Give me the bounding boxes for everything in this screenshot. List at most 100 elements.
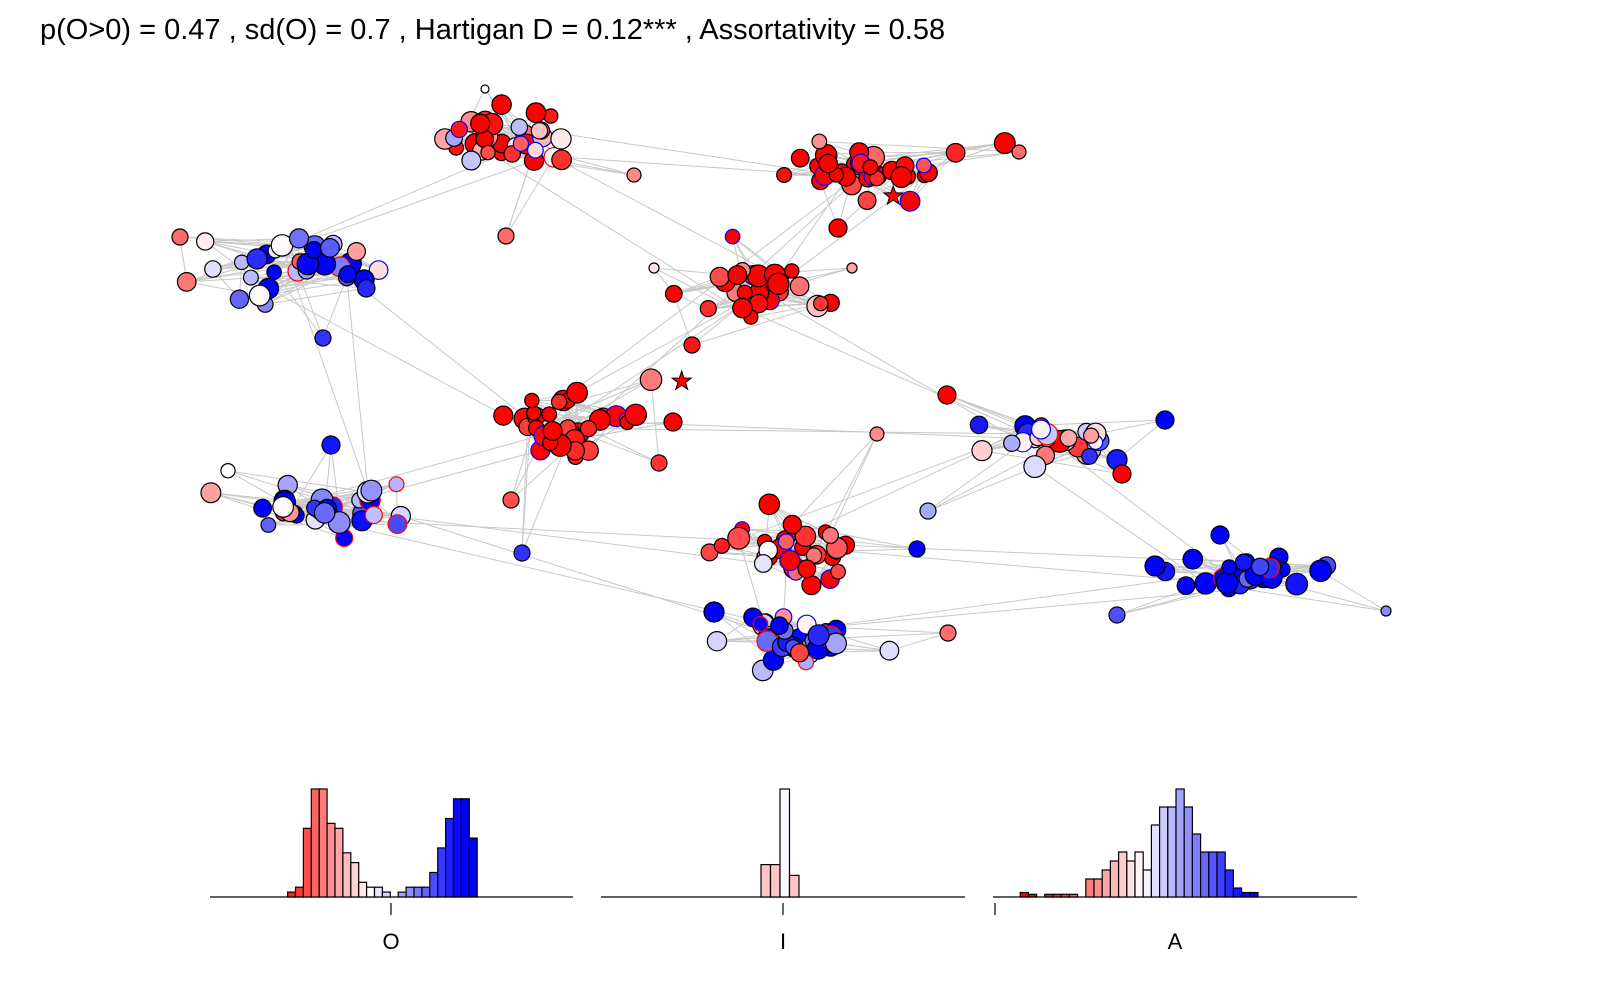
network-edge [576,292,760,394]
network-edge [1034,466,1206,584]
network-node [971,440,993,462]
network-node [364,505,383,525]
network-node [1380,605,1392,617]
network-edge [579,166,871,433]
network-node [248,284,271,307]
network-node [200,482,222,504]
network-node [550,128,572,150]
histogram-bar [421,886,431,898]
network-edge [873,152,956,158]
network-edge [322,277,348,339]
network-edge [541,130,847,178]
histogram-bar [1249,891,1259,898]
network-node [566,381,588,404]
network-node [171,228,189,246]
network-node [470,113,491,134]
network-node [648,262,660,274]
network-node [513,544,531,562]
network-node [461,150,482,171]
network-edge [579,431,660,464]
network-node [356,278,376,298]
histogram-bar [1085,878,1095,898]
network-node [320,237,340,258]
network-node [993,132,1016,155]
network-node [542,420,563,441]
network-edge [588,428,660,464]
network-edge [627,421,1066,441]
network-node [347,242,367,262]
histogram-bar [310,788,320,898]
network-edge [475,143,752,318]
network-edge [792,524,918,550]
network-stars [670,184,905,391]
network-node [321,435,341,455]
network-node [272,496,295,518]
network-node [713,537,731,554]
network-star [882,184,905,206]
histogram-bar [1199,851,1210,898]
histogram-bar [1027,893,1038,898]
network-node [388,476,405,493]
network-edge [742,307,1029,434]
network-node [551,149,572,171]
network-node [195,232,215,251]
network-edge [759,289,1046,456]
network-node [480,144,496,161]
network-node [789,276,810,297]
network-edge [186,260,305,283]
network-node [767,272,790,295]
network-node [727,526,751,550]
network-node [220,463,236,479]
histogram-bar [1126,860,1136,898]
network-node [338,265,357,284]
network-node [915,157,932,174]
network-edge [273,271,324,339]
histogram-bar [326,822,336,898]
chart-title: p(O>0) = 0.47 , sd(O) = 0.7 , Hartigan D… [40,14,946,46]
network-edge [289,444,332,513]
network-node [526,405,542,421]
network-node [1144,555,1166,577]
network-node [493,405,514,426]
network-node [541,406,558,423]
network-edge [873,142,1005,158]
network-node [266,264,282,280]
network-node [360,479,383,502]
network-node [579,420,598,438]
histogram-bar [452,798,463,898]
network-edge [791,433,878,525]
network-node [1250,557,1270,577]
network-node [664,284,683,303]
histogram-bar [1232,887,1243,898]
network-edge [927,441,1096,512]
histogram-bar [760,863,772,898]
network-node [703,601,725,623]
network-node [758,493,781,516]
histogram-bar [1175,788,1185,898]
network-node [879,640,900,661]
network-node [699,300,717,318]
network-edge [588,428,1048,435]
network-node [777,533,795,550]
histogram-bar [366,886,376,898]
network-edge [227,470,323,501]
network-node [550,393,568,411]
histogram-A: A [993,788,1357,954]
network-node [890,166,913,189]
network-node [908,540,926,558]
network-node [752,616,769,632]
network-node [1176,576,1196,595]
histogram-bar [1150,824,1161,898]
histogram-bar [334,827,344,898]
network-node [1221,559,1237,575]
network-node [1108,606,1126,624]
network-node [1030,419,1051,440]
network-edge [673,293,693,346]
histogram-bar [413,886,423,898]
network-node [1023,455,1047,479]
network-node [626,167,642,183]
network-edge [400,515,794,641]
histogram-bar [1167,806,1177,898]
histogram-bar [373,886,384,898]
network-node [650,454,668,472]
